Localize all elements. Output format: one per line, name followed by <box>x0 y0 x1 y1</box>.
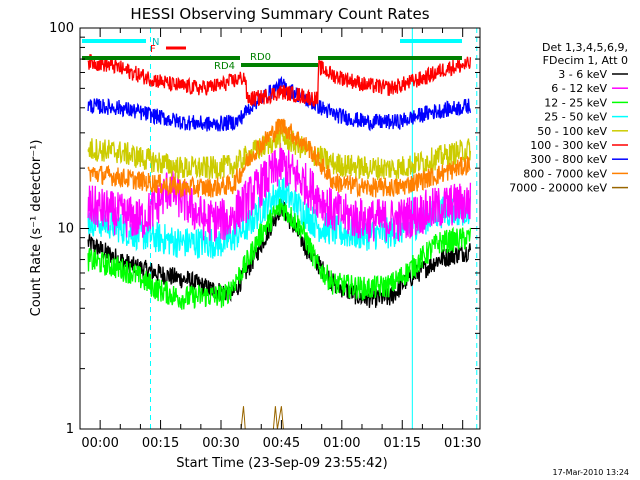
f-flag-label: F <box>150 44 156 55</box>
legend-label: 800 - 7000 keV <box>523 167 607 180</box>
rd0-label: RD0 <box>250 52 271 63</box>
series-6-12keV-line <box>87 142 472 242</box>
legend-header-line-1: Det 1,3,4,5,6,9, <box>542 41 628 54</box>
plot-area: NF RD4 RD0 <box>79 28 478 430</box>
legend: Det 1,3,4,5,6,9, FDecim 1, Att 0 3 - 6 k… <box>509 41 628 195</box>
legend-label: 6 - 12 keV <box>551 82 607 95</box>
series-12-25keV-line <box>87 198 472 310</box>
x-axis: 00:00 00:15 00:30 00:45 01:00 01:15 01:30 <box>81 28 481 451</box>
legend-label: 25 - 50 keV <box>544 111 607 124</box>
y-axis: 1 10 100 <box>49 21 480 437</box>
timestamp-label: 17-Mar-2010 13:24 <box>553 468 630 477</box>
y-tick-label: 1 <box>66 422 74 437</box>
series-50-100keV-line <box>87 124 472 181</box>
y-tick-label: 100 <box>49 21 74 36</box>
legend-label: 100 - 300 keV <box>530 139 607 152</box>
series-7000-20000keV-line <box>88 406 471 430</box>
y-axis-label: Count Rate (s⁻¹ detector⁻¹) <box>29 140 44 317</box>
series-800-7000keV-line <box>87 118 471 198</box>
rd4-label: RD4 <box>214 61 235 72</box>
rd-flags: RD4 RD0 <box>82 52 462 72</box>
x-tick-label: 00:45 <box>263 436 300 451</box>
x-tick-label: 00:00 <box>81 436 118 451</box>
f-flag: F <box>150 44 186 55</box>
legend-label: 50 - 100 keV <box>537 125 607 138</box>
legend-label: 12 - 25 keV <box>544 96 607 109</box>
series-100-300keV-line <box>87 54 472 107</box>
x-tick-label: 00:30 <box>202 436 239 451</box>
legend-label: 7000 - 20000 keV <box>509 182 607 195</box>
x-tick-label: 01:15 <box>384 436 421 451</box>
x-tick-label: 00:15 <box>142 436 179 451</box>
series-300-800keV-line <box>87 75 472 132</box>
legend-label: 3 - 6 keV <box>558 68 607 81</box>
chart-title: HESSI Observing Summary Count Rates <box>130 5 429 23</box>
legend-label: 300 - 800 keV <box>530 153 607 166</box>
n-flag-label: N <box>152 37 159 48</box>
legend-header-line-2: FDecim 1, Att 0 <box>543 54 628 67</box>
y-tick-label: 10 <box>57 222 74 237</box>
x-tick-label: 01:30 <box>444 436 481 451</box>
x-tick-label: 01:00 <box>323 436 360 451</box>
n-flag: N <box>82 37 462 48</box>
x-axis-label: Start Time (23-Sep-09 23:55:42) <box>176 456 387 471</box>
